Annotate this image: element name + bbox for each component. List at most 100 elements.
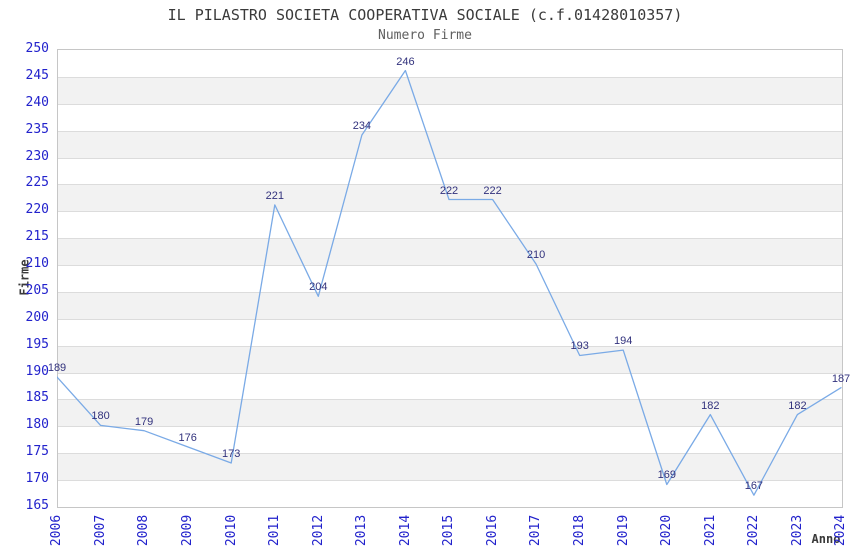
y-tick-label: 235 — [25, 121, 49, 137]
x-tick-label: 2010 — [216, 512, 246, 548]
grid-band — [58, 265, 842, 292]
gridline — [58, 453, 842, 455]
x-tick-label: 2018 — [565, 512, 595, 548]
y-tick-label: 220 — [25, 202, 49, 218]
x-tick-label-text: 2017 — [528, 514, 544, 546]
x-tick-label: 2012 — [303, 512, 333, 548]
x-tick-label-text: 2012 — [310, 514, 326, 546]
data-label: 167 — [744, 480, 764, 493]
x-tick-label: 2015 — [434, 512, 464, 548]
gridline — [58, 184, 842, 186]
data-label: 222 — [483, 184, 502, 197]
grid-band — [58, 103, 842, 131]
chart-subtitle: Numero Firme — [378, 28, 472, 43]
gridline — [58, 426, 842, 428]
gridline — [58, 211, 842, 213]
x-tick-label: 2020 — [652, 512, 682, 548]
y-tick-label: 210 — [25, 256, 49, 272]
x-tick-label: 2021 — [695, 512, 725, 548]
plot-area — [57, 49, 843, 508]
x-tick-label: 2009 — [173, 512, 203, 548]
x-tick-label: 2019 — [608, 512, 638, 548]
gridline — [58, 318, 842, 320]
grid-band — [58, 291, 842, 319]
x-tick-label-text: 2018 — [572, 514, 588, 546]
x-tick-label-text: 2011 — [267, 514, 283, 546]
data-label: 204 — [309, 281, 328, 294]
line-series — [57, 69, 842, 496]
x-tick-label: 2024 — [826, 512, 850, 548]
y-tick-label: 250 — [25, 41, 49, 56]
y-tick-label: 190 — [25, 363, 49, 379]
x-tick-label: 2023 — [782, 512, 812, 548]
data-label: 182 — [701, 399, 720, 412]
grid-band — [58, 130, 842, 158]
x-tick-label-text: 2023 — [789, 514, 805, 546]
grid-band — [58, 399, 842, 427]
x-tick-label: 2014 — [390, 512, 420, 548]
y-tick-label: 185 — [25, 390, 49, 406]
x-tick-label-text: 2020 — [659, 514, 675, 546]
data-label: 180 — [91, 410, 110, 423]
x-tick-label-text: 2016 — [485, 514, 501, 546]
y-tick-label: 165 — [25, 498, 49, 513]
gridline — [58, 157, 842, 159]
grid-band — [58, 372, 842, 400]
grid-band — [58, 345, 842, 373]
data-label: 222 — [439, 184, 459, 197]
y-tick-label: 225 — [25, 175, 49, 191]
x-tick-label-text: 2007 — [93, 514, 109, 546]
grid-band — [58, 211, 842, 239]
data-label: 193 — [570, 340, 589, 353]
gridline — [58, 399, 842, 401]
y-tick-label: 175 — [25, 444, 49, 460]
grid-band — [58, 453, 842, 481]
x-tick-label: 2016 — [478, 512, 508, 548]
grid-band — [58, 50, 842, 77]
data-label: 173 — [222, 447, 241, 460]
data-label: 194 — [614, 335, 633, 348]
chart-title: IL PILASTRO SOCIETA COOPERATIVA SOCIALE … — [167, 6, 683, 24]
gridline — [58, 345, 842, 347]
data-label: 246 — [396, 55, 415, 68]
x-tick-label-text: 2009 — [180, 514, 196, 546]
y-tick-label: 200 — [25, 309, 49, 325]
data-label: 187 — [831, 372, 850, 385]
y-tick-label: 230 — [25, 148, 49, 164]
x-tick-label-text: 2013 — [354, 514, 370, 546]
x-tick-label: 2008 — [129, 512, 159, 548]
x-tick-label: 2011 — [260, 512, 290, 548]
grid-band — [58, 238, 842, 266]
data-label: 210 — [526, 249, 546, 262]
x-tick-label-text: 2010 — [223, 514, 239, 546]
grid-band — [58, 426, 842, 454]
data-label: 176 — [178, 431, 197, 444]
x-tick-label-text: 2022 — [746, 514, 762, 546]
data-label: 169 — [657, 469, 676, 482]
x-tick-label: 2006 — [42, 512, 72, 548]
data-label: 182 — [788, 399, 807, 412]
grid-band — [58, 157, 842, 185]
data-label: 234 — [352, 120, 372, 133]
x-tick-label-text: 2021 — [702, 514, 718, 546]
line-series-svg — [57, 69, 842, 496]
gridline — [58, 480, 842, 482]
y-tick-label: 215 — [25, 229, 49, 245]
gridline — [58, 238, 842, 240]
y-tick-label: 245 — [25, 67, 49, 83]
gridline — [58, 291, 842, 293]
gridline — [58, 372, 842, 374]
y-axis-title: Firme — [17, 259, 32, 296]
gridline — [58, 265, 842, 267]
grid-band — [58, 76, 842, 104]
x-tick-label: 2022 — [739, 512, 769, 548]
data-label: 179 — [134, 415, 154, 428]
y-tick-label: 195 — [25, 336, 49, 352]
gridline — [58, 76, 842, 78]
data-label: 189 — [47, 361, 67, 374]
x-tick-label: 2017 — [521, 512, 551, 548]
x-tick-label-text: 2006 — [49, 514, 65, 546]
y-tick-label: 205 — [25, 282, 49, 298]
x-tick-label-text: 2014 — [397, 514, 413, 546]
